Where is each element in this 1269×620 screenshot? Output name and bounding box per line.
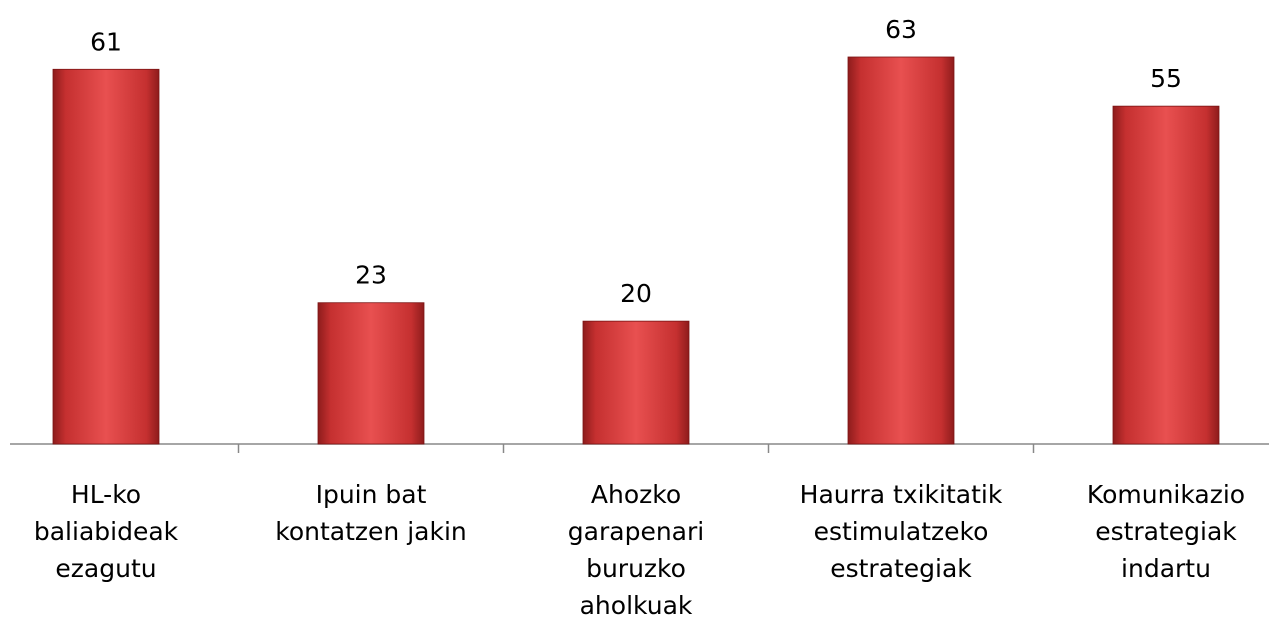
x-tick-label: garapenari <box>568 517 704 546</box>
bar <box>582 320 690 445</box>
x-tick-label: buruzko <box>586 554 686 583</box>
x-tick-label: estrategiak <box>1095 517 1237 546</box>
x-tick-label: Ahozko <box>591 480 681 509</box>
x-tick-label: indartu <box>1121 554 1211 583</box>
x-tick-label: baliabideak <box>34 517 179 546</box>
x-tick-label: Haurra txikitatik <box>800 480 1003 509</box>
x-tick-label: estimulatzeko <box>814 517 989 546</box>
bar <box>847 56 955 445</box>
x-tick-label: Ipuin bat <box>316 480 427 509</box>
x-tick-label: HL-ko <box>71 480 141 509</box>
bar <box>52 68 160 445</box>
value-label: 63 <box>885 15 917 44</box>
value-label: 23 <box>355 261 387 290</box>
x-tick-label: kontatzen jakin <box>275 517 466 546</box>
value-label: 20 <box>620 279 652 308</box>
bar <box>317 302 425 445</box>
value-label: 61 <box>90 27 122 56</box>
bar <box>1112 105 1220 445</box>
x-tick-label: Komunikazio <box>1087 480 1245 509</box>
value-label: 55 <box>1150 64 1182 93</box>
x-tick-label: ezagutu <box>55 554 156 583</box>
x-tick-label: aholkuak <box>580 591 693 620</box>
x-tick-label: estrategiak <box>830 554 972 583</box>
